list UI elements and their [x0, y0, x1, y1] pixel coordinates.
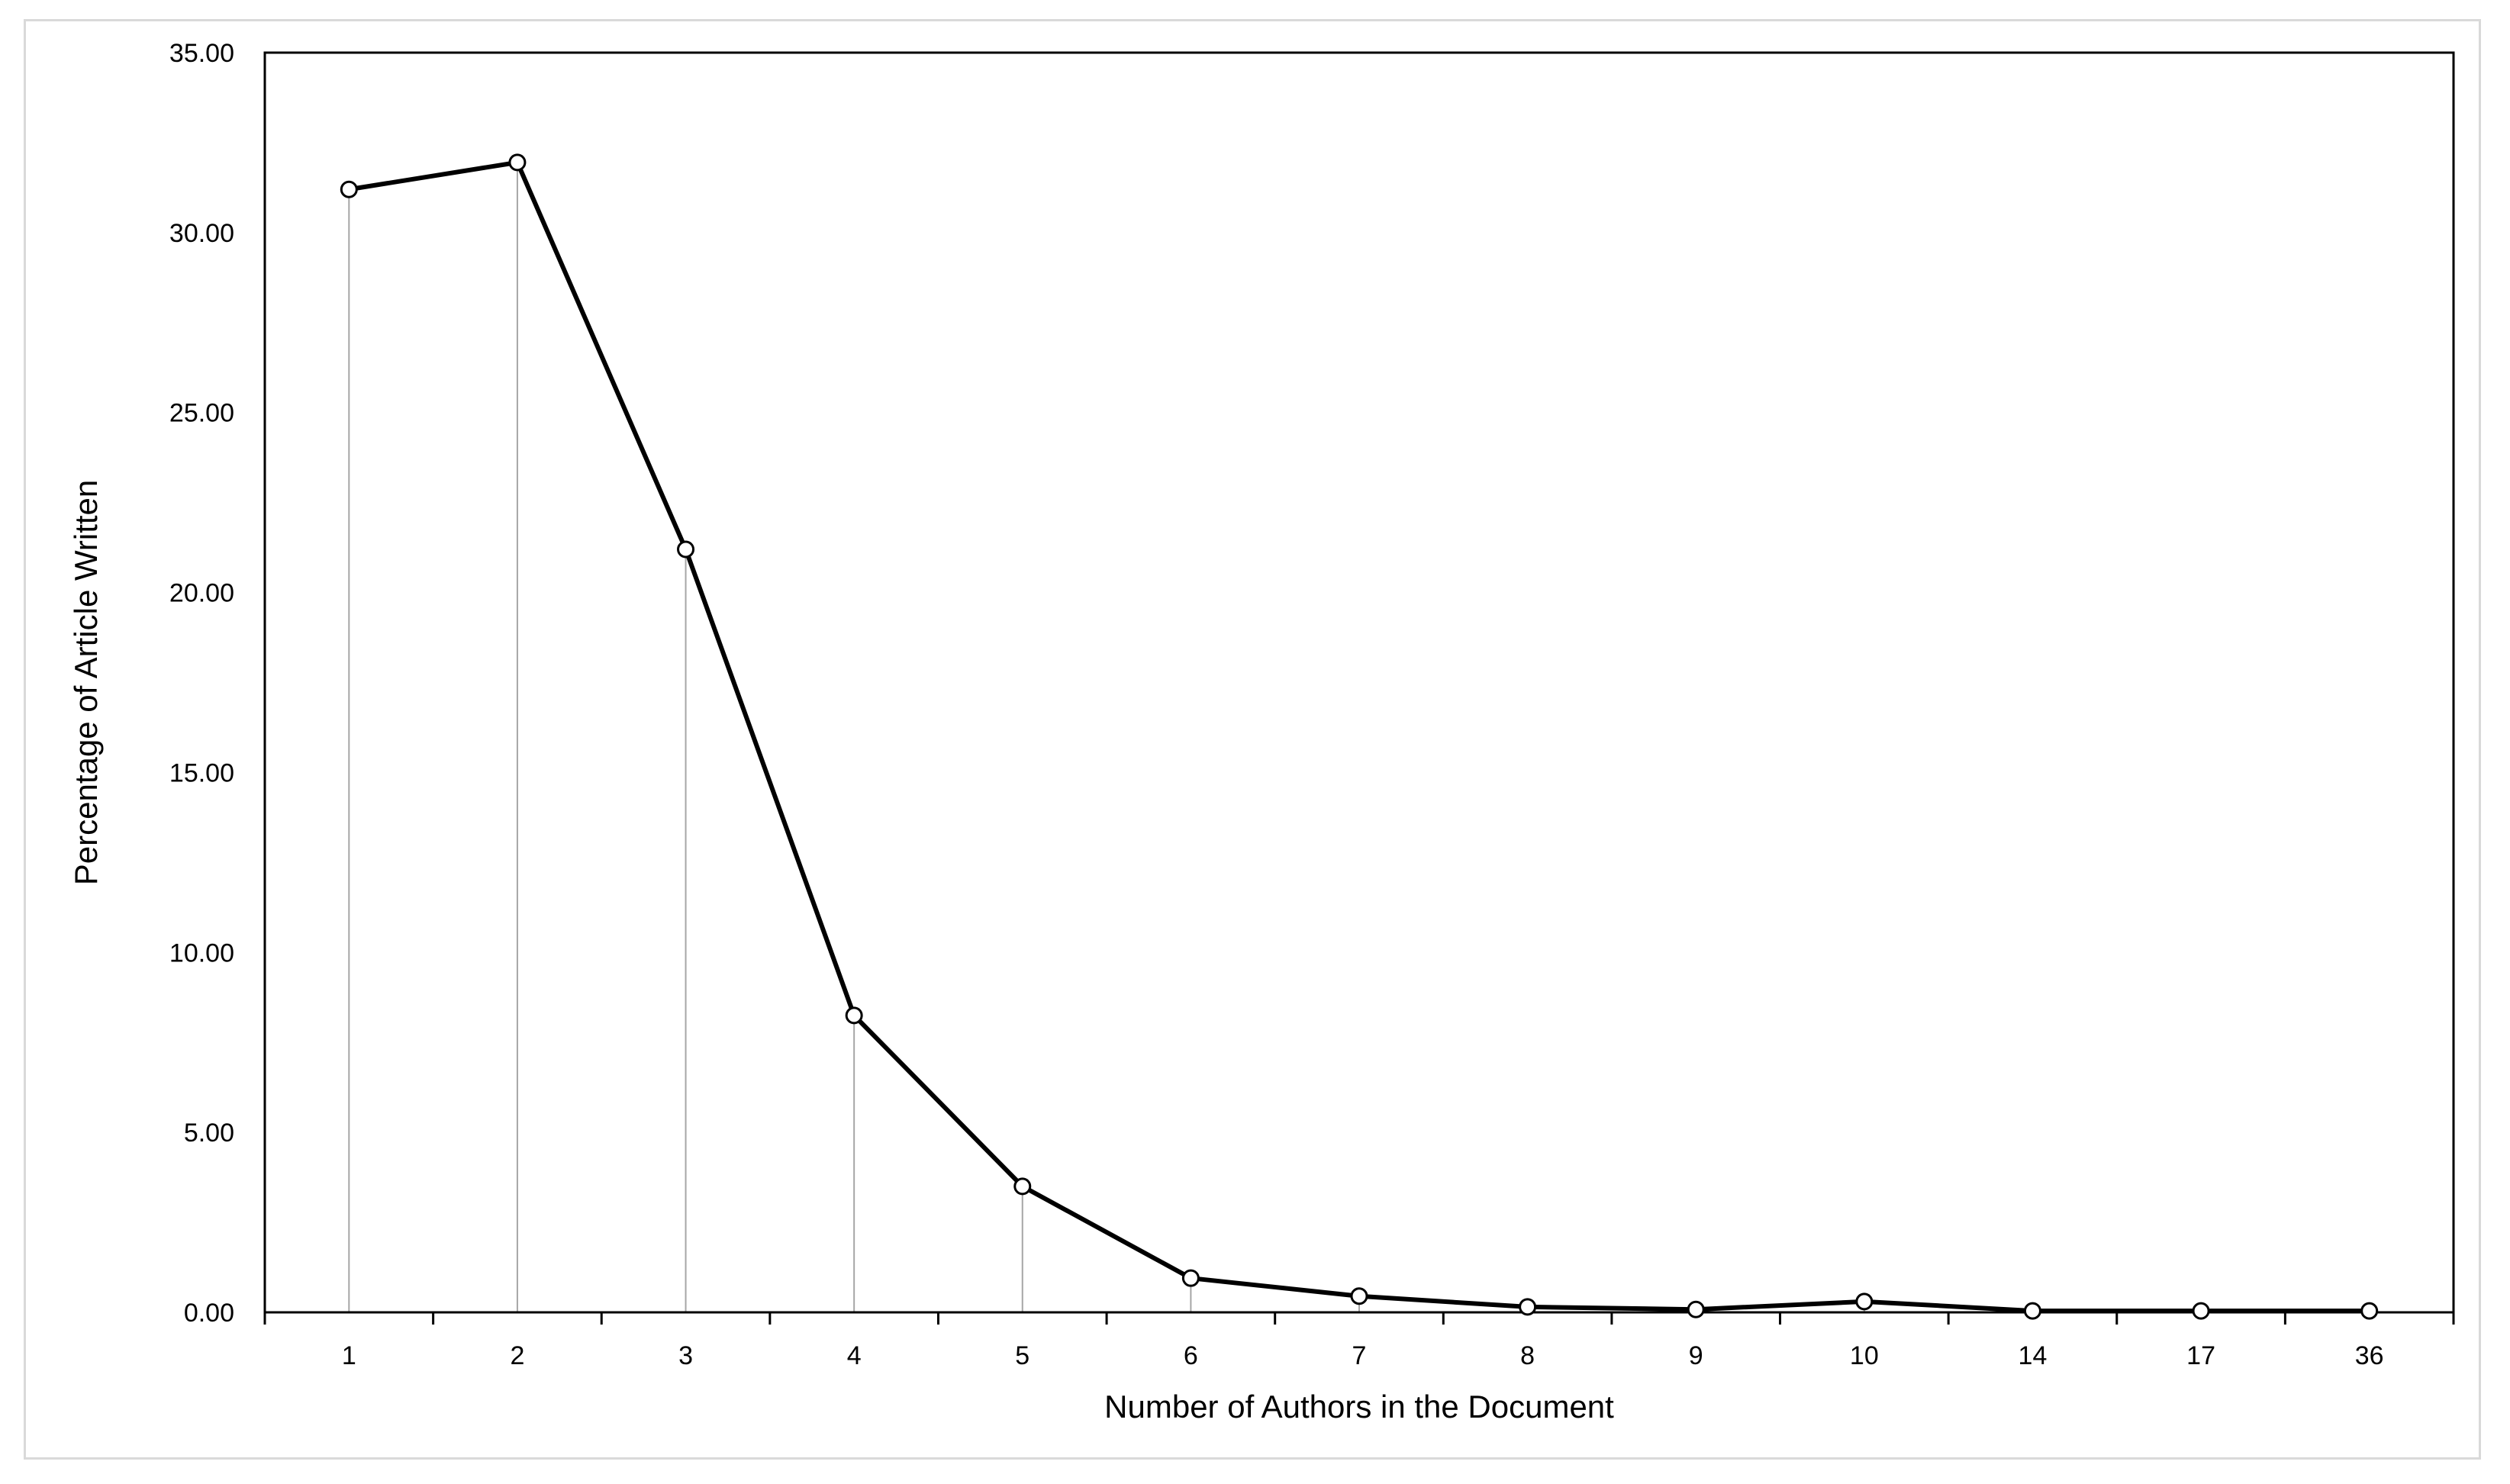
y-tick-label: 5.00: [184, 1119, 234, 1148]
x-tick-label: 5: [1015, 1341, 1029, 1370]
y-tick-label: 15.00: [169, 758, 234, 787]
y-axis-title: Percentage of Article Written: [68, 480, 104, 885]
x-tick-label: 17: [2186, 1341, 2215, 1370]
x-tick-label: 6: [1184, 1341, 1198, 1370]
y-tick-label: 20.00: [169, 579, 234, 608]
x-tick-label: 7: [1352, 1341, 1367, 1370]
x-tick-label: 2: [510, 1341, 524, 1370]
data-point: [2360, 1302, 2379, 1320]
data-point: [1350, 1287, 1368, 1305]
x-tick-label: 10: [1850, 1341, 1879, 1370]
y-tick-label: 35.00: [169, 39, 234, 68]
data-point: [2192, 1302, 2210, 1320]
plot-area: [263, 51, 2455, 1314]
data-point: [340, 180, 358, 198]
y-tick-label: 25.00: [169, 399, 234, 428]
data-point: [508, 153, 527, 172]
x-tick-label: 4: [847, 1341, 862, 1370]
drop-lines: [348, 162, 2370, 1312]
data-markers: [340, 153, 2379, 1320]
x-axis-title: Number of Authors in the Document: [1104, 1389, 1614, 1424]
data-point: [677, 540, 695, 559]
series-line: [348, 159, 2370, 1314]
y-axis: 0.00 5.00 10.00 15.00 20.00 25.00 30.00 35.00: [169, 39, 234, 1328]
data-point: [1687, 1300, 1705, 1318]
x-tick-label: 8: [1520, 1341, 1535, 1370]
data-point: [1855, 1292, 1874, 1311]
y-tick-label: 30.00: [169, 219, 234, 248]
y-tick-label: 0.00: [184, 1299, 234, 1328]
x-tick-label: 14: [2019, 1341, 2048, 1370]
data-point: [845, 1006, 863, 1025]
data-point: [2023, 1302, 2041, 1320]
data-point: [1519, 1298, 1537, 1316]
data-point: [1013, 1177, 1032, 1196]
x-tick-label: 1: [342, 1341, 356, 1370]
y-tick-label: 10.00: [169, 938, 234, 967]
x-tick-label: 3: [678, 1341, 693, 1370]
x-tick-label: 9: [1689, 1341, 1703, 1370]
x-axis: 1 2 3 4 5 6 7 8 9 10 14 17 36: [263, 1312, 2455, 1370]
data-point: [1181, 1269, 1200, 1287]
x-tick-label: 36: [2355, 1341, 2384, 1370]
chart-frame: [24, 19, 2481, 1460]
